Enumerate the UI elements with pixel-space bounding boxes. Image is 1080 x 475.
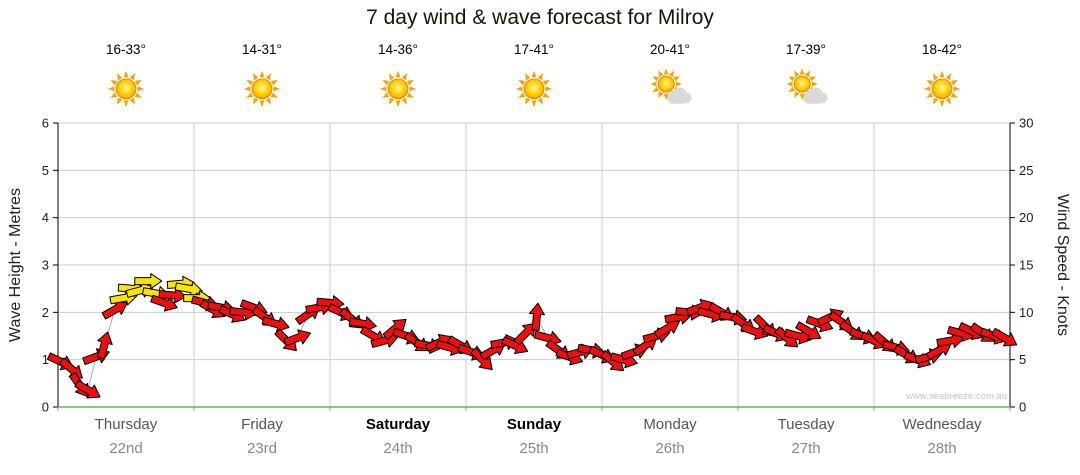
wind-arrow (528, 302, 545, 331)
day-name-label: Tuesday (777, 416, 835, 433)
right-axis-tick: 15 (1019, 258, 1033, 273)
day-name-label: Thursday (94, 416, 158, 433)
wind-arrow (74, 379, 101, 399)
sunny-icon (919, 64, 965, 110)
left-axis-tick: 6 (42, 116, 49, 131)
sun-shape (515, 70, 553, 108)
watermark: www.seabreeze.com.au (906, 391, 1007, 402)
day-date-label: 24th (383, 440, 413, 457)
right-axis-tick: 25 (1019, 163, 1033, 178)
sun-shape (243, 70, 281, 108)
left-axis-tick: 5 (42, 163, 49, 178)
temperature-label: 20-41° (650, 42, 690, 57)
day-name-label: Sunday (506, 416, 562, 433)
right-axis-tick: 0 (1019, 400, 1026, 415)
day-name-label: Wednesday (902, 416, 982, 433)
day-date-label: 23rd (246, 440, 278, 457)
wind-arrow (101, 301, 128, 320)
day-name-label: Friday (241, 416, 283, 433)
day-date-label: 28th (927, 440, 957, 457)
day-date-label: 25th (519, 440, 549, 457)
wind-arrow (174, 281, 203, 298)
day-date-label: 27th (791, 440, 821, 457)
right-axis-tick: 10 (1019, 305, 1033, 320)
temperature-label: 14-36° (378, 42, 418, 57)
sunny-icon (103, 64, 149, 110)
day-name-label: Monday (643, 416, 697, 433)
day-date-label: 26th (655, 440, 685, 457)
sun-shape (107, 70, 145, 108)
temperature-label: 18-42° (922, 42, 962, 57)
sun-shape (786, 68, 818, 100)
partly-cloudy-icon (783, 64, 829, 110)
right-axis-tick: 30 (1019, 116, 1033, 131)
left-axis-tick: 1 (42, 352, 49, 367)
sun-shape (379, 70, 417, 108)
axes: 0 1 2 3 4 5 6 0 5 10 15 20 25 30 (42, 116, 1034, 415)
wind-arrow (283, 329, 312, 347)
temperature-label: 16-33° (106, 42, 146, 57)
wind-arrow (470, 347, 493, 371)
day-date-label: 22nd (109, 440, 143, 457)
partly-cloudy-icon (647, 64, 693, 110)
right-axis-tick: 5 (1019, 352, 1026, 367)
right-axis-tick: 20 (1019, 210, 1033, 225)
sun-shape (923, 70, 961, 108)
gridlines (58, 122, 1010, 407)
temperature-label: 17-41° (514, 42, 554, 57)
wind-arrows (46, 273, 1018, 399)
left-axis-tick: 4 (42, 210, 49, 225)
left-axis-tick: 2 (42, 305, 49, 320)
wind-arrow (991, 327, 1018, 347)
wind-arrow (653, 319, 680, 339)
sunny-icon (239, 64, 285, 110)
page-title: 7 day wind & wave forecast for Milroy (366, 6, 714, 29)
cloud-shape (803, 87, 828, 104)
wind-arrow (96, 331, 113, 360)
day-name-label: Saturday (365, 416, 431, 433)
left-axis-tick: 3 (42, 258, 49, 273)
wind-arrow (158, 287, 187, 304)
wind-arrow (795, 321, 822, 340)
cloud-shape (667, 87, 692, 104)
temperature-label: 17-39° (786, 42, 826, 57)
sunny-icon (511, 64, 557, 110)
wind-arrow (261, 316, 290, 333)
wind-arrow (348, 316, 377, 333)
temperature-label: 14-31° (242, 42, 282, 57)
sunny-icon (375, 64, 421, 110)
wind-arrow (936, 332, 965, 349)
wind-arrow (134, 273, 163, 290)
left-axis-tick: 0 (42, 400, 49, 415)
